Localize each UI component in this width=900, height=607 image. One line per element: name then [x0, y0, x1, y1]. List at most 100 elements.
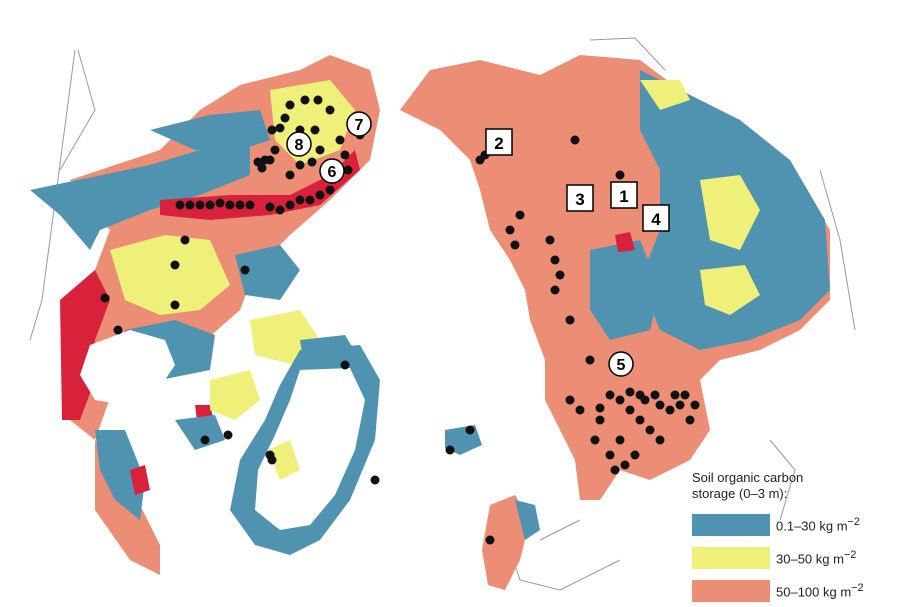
- site-point: [690, 400, 700, 410]
- site-point: [325, 105, 335, 115]
- site-point: [175, 200, 185, 210]
- site-point: [307, 157, 317, 167]
- greenland-interior: [255, 368, 365, 530]
- site-point: [555, 270, 565, 280]
- site-point: [225, 200, 235, 210]
- legend-swatch-low: [692, 513, 770, 536]
- site-point: [200, 435, 210, 445]
- legend-label-low: 0.1–30 kg m: [776, 518, 848, 534]
- site-point: [565, 315, 575, 325]
- site-point: [615, 170, 625, 180]
- site-point: [295, 195, 305, 205]
- site-point: [305, 195, 315, 205]
- site-point: [170, 300, 180, 310]
- site-point: [223, 430, 233, 440]
- site-point: [280, 113, 290, 123]
- site-point: [285, 170, 295, 180]
- site-label-circle-7: 7: [346, 111, 372, 137]
- site-point: [257, 163, 267, 173]
- greenland-yellow: [268, 440, 300, 480]
- legend-title: Soil organic carbon storage (0–3 m):: [692, 470, 892, 502]
- site-point: [180, 235, 190, 245]
- site-point: [595, 415, 605, 425]
- north-america-yellow-1: [110, 235, 230, 315]
- greenland: [230, 345, 380, 555]
- site-point: [270, 145, 280, 155]
- site-point: [590, 435, 600, 445]
- site-point: [265, 202, 275, 212]
- legend-label-high: 50–100 kg m: [776, 584, 852, 600]
- site-point: [650, 390, 660, 400]
- site-label-circle-5: 5: [608, 351, 634, 377]
- site-point: [645, 425, 655, 435]
- eurasia-yellow-east: [700, 175, 760, 250]
- site-point: [655, 400, 665, 410]
- site-point: [685, 415, 695, 425]
- svg-text:2: 2: [494, 134, 503, 153]
- site-point: [615, 435, 625, 445]
- site-point: [675, 400, 685, 410]
- legend-swatch-high: [692, 579, 770, 602]
- north-america-blue-north: [150, 110, 270, 150]
- site-point: [635, 390, 645, 400]
- site-point: [620, 460, 630, 470]
- svg-text:3: 3: [575, 190, 584, 209]
- legend-unit-low: −2: [847, 515, 860, 528]
- hudson-bay: [80, 330, 175, 405]
- circle-site-labels: 7 8 6 5: [286, 111, 634, 377]
- site-point: [185, 200, 195, 210]
- site-point: [315, 190, 325, 200]
- north-america-blue-west: [30, 140, 250, 250]
- site-point: [515, 210, 525, 220]
- legend-item-low: 0.1–30 kg m−2: [692, 508, 892, 541]
- scandinavia: [482, 495, 530, 590]
- legend-title-line1: Soil organic carbon: [692, 470, 804, 485]
- site-point: [275, 123, 285, 133]
- site-point: [655, 435, 665, 445]
- site-point: [265, 155, 275, 165]
- site-point: [545, 235, 555, 245]
- site-point: [265, 450, 275, 460]
- svg-text:1: 1: [619, 187, 628, 206]
- site-point: [630, 450, 640, 460]
- square-site-labels: 2 3 1 4: [485, 128, 670, 232]
- scandinavia-blue: [515, 500, 540, 540]
- site-point: [275, 205, 285, 215]
- north-america-red-coast: [60, 270, 110, 420]
- site-point: [335, 135, 345, 145]
- arctic-island-5: [175, 415, 225, 450]
- legend-swatch-mid: [692, 546, 770, 569]
- eurasia-yellow-3: [640, 80, 690, 110]
- site-point: [295, 160, 305, 170]
- site-point: [680, 390, 690, 400]
- eurasia-red-spot: [615, 232, 635, 252]
- svg-text:8: 8: [295, 137, 304, 154]
- site-point: [310, 125, 320, 135]
- site-point: [245, 200, 255, 210]
- svg-text:5: 5: [617, 357, 626, 374]
- site-point: [595, 403, 605, 413]
- north-america-red-spots: [130, 405, 215, 495]
- site-point: [215, 198, 225, 208]
- site-label-square-3: 3: [566, 184, 594, 212]
- site-point: [610, 465, 620, 475]
- site-point: [550, 255, 560, 265]
- site-point: [550, 285, 560, 295]
- site-point: [585, 355, 595, 365]
- site-point: [465, 425, 475, 435]
- site-point: [113, 325, 123, 335]
- site-point: [170, 260, 180, 270]
- site-point: [285, 100, 295, 110]
- site-point: [485, 535, 495, 545]
- legend-label-mid: 30–50 kg m: [776, 551, 844, 567]
- site-point: [565, 395, 575, 405]
- site-point: [615, 395, 625, 405]
- site-point: [605, 450, 615, 460]
- site-point: [635, 415, 645, 425]
- site-point: [285, 200, 295, 210]
- site-label-square-1: 1: [610, 181, 638, 209]
- site-point: [100, 293, 110, 303]
- arctic-island-4: [210, 370, 260, 420]
- site-point: [325, 185, 335, 195]
